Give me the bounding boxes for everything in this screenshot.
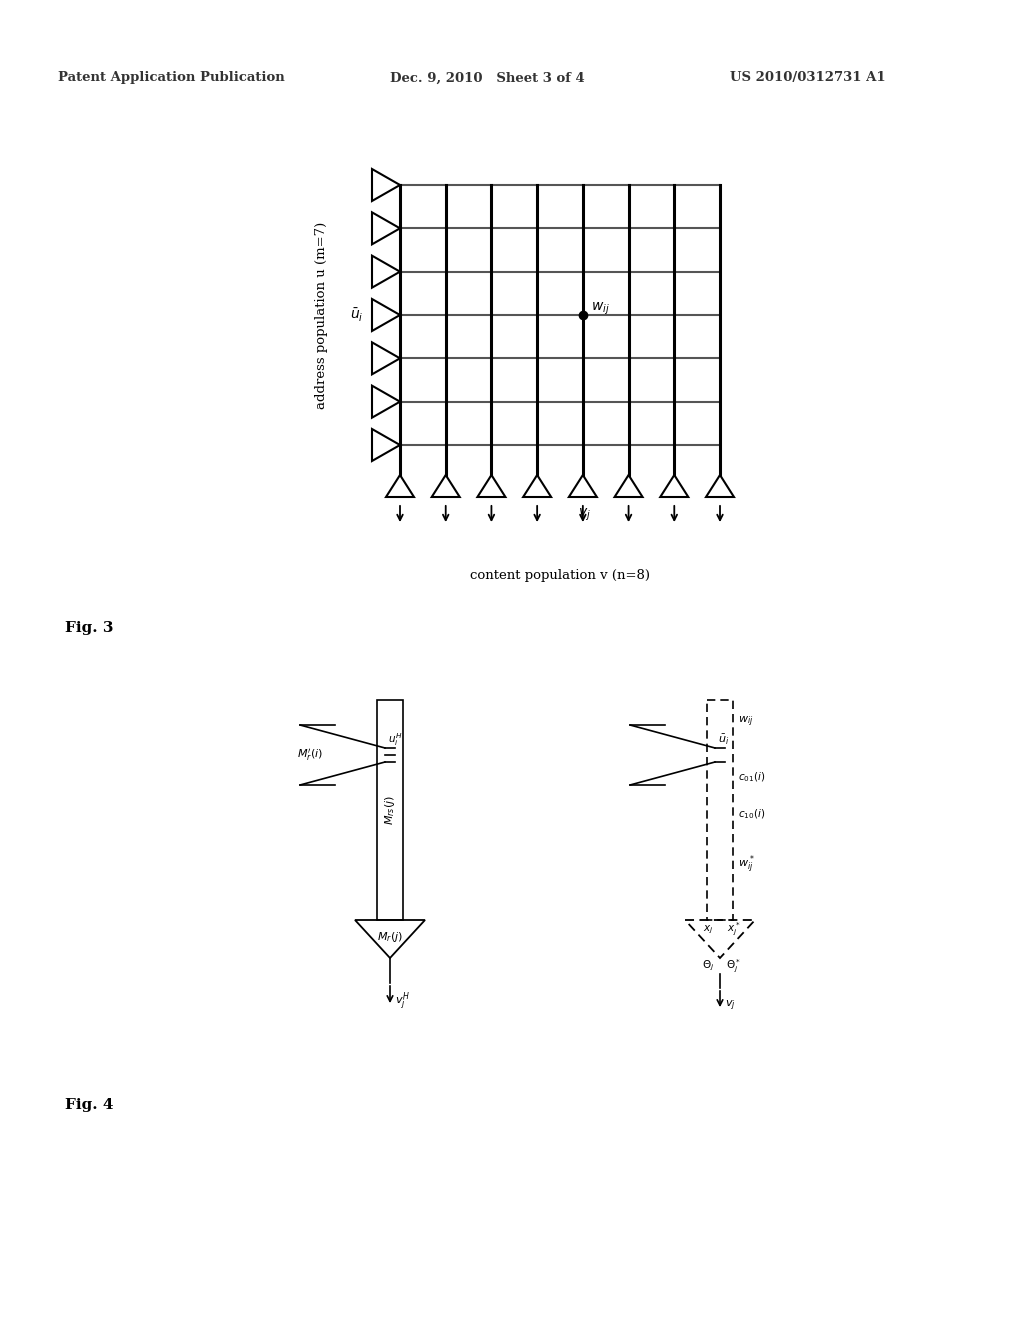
Text: $x_j$: $x_j$ (702, 923, 713, 936)
Text: $w_{ij}$: $w_{ij}$ (738, 715, 754, 729)
Text: $\bar{u}_i$: $\bar{u}_i$ (350, 306, 364, 323)
Text: $M_r'(i)$: $M_r'(i)$ (297, 747, 323, 763)
Text: $x_j^*$: $x_j^*$ (727, 921, 740, 939)
Text: $M_{rs}(j)$: $M_{rs}(j)$ (383, 795, 397, 825)
FancyBboxPatch shape (707, 700, 733, 920)
Text: Patent Application Publication: Patent Application Publication (58, 71, 285, 84)
Text: $\Theta_j$: $\Theta_j$ (701, 958, 714, 973)
Text: US 2010/0312731 A1: US 2010/0312731 A1 (730, 71, 886, 84)
Text: address population u (m=7): address population u (m=7) (315, 222, 329, 409)
Text: $w_{ij}^*$: $w_{ij}^*$ (738, 854, 755, 876)
Text: Fig. 3: Fig. 3 (65, 620, 114, 635)
Text: $v_j$: $v_j$ (725, 999, 735, 1014)
FancyBboxPatch shape (377, 700, 403, 920)
Text: $M_r(j)$: $M_r(j)$ (377, 931, 403, 944)
Text: $u_i^H$: $u_i^H$ (388, 731, 402, 748)
Text: $c_{01}(i)$: $c_{01}(i)$ (738, 770, 765, 784)
Text: content population v (n=8): content population v (n=8) (470, 569, 650, 582)
Text: $c_{10}(i)$: $c_{10}(i)$ (738, 808, 765, 821)
Text: Dec. 9, 2010   Sheet 3 of 4: Dec. 9, 2010 Sheet 3 of 4 (390, 71, 585, 84)
Text: $\Theta_j^*$: $\Theta_j^*$ (726, 957, 741, 974)
Text: $v_j$: $v_j$ (579, 507, 591, 523)
Text: $v_j^H$: $v_j^H$ (395, 991, 410, 1014)
Text: Fig. 4: Fig. 4 (65, 1098, 114, 1111)
Text: $\bar{u}_i$: $\bar{u}_i$ (718, 733, 729, 747)
Text: $w_{ij}$: $w_{ij}$ (591, 301, 609, 317)
